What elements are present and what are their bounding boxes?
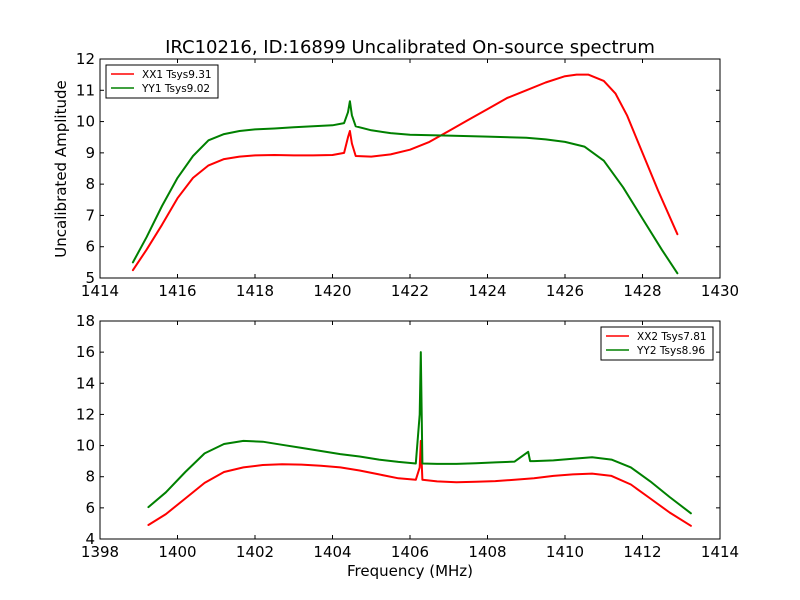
y-tick-label: 4 bbox=[85, 530, 95, 548]
x-tick-label: 1416 bbox=[158, 282, 196, 300]
bottom-spectrum-panel: Frequency (MHz) 1398 1400 1402 1404 1406 1408… bbox=[76, 312, 739, 580]
series-line-yy2-tsys8-96 bbox=[147, 351, 692, 515]
y-tick-label: 12 bbox=[76, 50, 95, 68]
x-tick-label: 1408 bbox=[468, 543, 506, 561]
x-tick-label: 1420 bbox=[313, 282, 351, 300]
y-tick-label: 14 bbox=[76, 374, 95, 392]
x-tick-label: 1412 bbox=[623, 543, 661, 561]
x-tick-label: 1422 bbox=[391, 282, 429, 300]
x-tick-label: 1414 bbox=[81, 282, 119, 300]
chart-title: IRC10216, ID:16899 Uncalibrated On-sourc… bbox=[165, 37, 655, 58]
x-tick-label: 1402 bbox=[236, 543, 274, 561]
legend-box bbox=[600, 326, 714, 361]
bottom-plot-frame bbox=[99, 320, 721, 540]
x-axis-label: Frequency (MHz) bbox=[347, 562, 473, 580]
bottom-ticks-layer: 1398 1400 1402 1404 1406 1408 1410 1412 14144681… bbox=[76, 312, 739, 561]
x-tick-label: 1430 bbox=[701, 282, 739, 300]
x-tick-label: 1426 bbox=[546, 282, 584, 300]
x-tick-label: 1428 bbox=[623, 282, 661, 300]
y-tick-label: 6 bbox=[85, 499, 95, 517]
legend-label-yy1-tsys9-02: YY1 Tsys9.02 bbox=[141, 83, 210, 95]
x-tick-label: 1424 bbox=[468, 282, 506, 300]
top-plot-frame bbox=[99, 58, 721, 279]
bottom-legend: XX2 Tsys7.81 YY2 Tsys8.96 bbox=[600, 326, 714, 361]
series-line-xx2-tsys7-81 bbox=[147, 439, 692, 527]
x-tick-label: 1400 bbox=[158, 543, 196, 561]
y-tick-label: 12 bbox=[76, 405, 95, 423]
x-tick-label: 1414 bbox=[701, 543, 739, 561]
legend-label-xx1-tsys9-31: XX1 Tsys9.31 bbox=[142, 69, 212, 81]
y-axis-label: Uncalibrated Amplitude bbox=[52, 80, 70, 257]
y-tick-label: 16 bbox=[76, 343, 95, 361]
bottom-series-layer bbox=[147, 351, 692, 527]
series-line-yy1-tsys9-02 bbox=[131, 100, 679, 275]
series-line-xx1-tsys9-31 bbox=[131, 73, 679, 272]
y-tick-label: 11 bbox=[76, 81, 95, 99]
y-tick-label: 8 bbox=[85, 175, 95, 193]
y-tick-label: 9 bbox=[85, 144, 95, 162]
top-legend: XX1 Tsys9.31 YY1 Tsys9.02 bbox=[105, 64, 219, 99]
top-spectrum-panel: IRC10216, ID:16899 Uncalibrated On-sourc… bbox=[52, 37, 739, 300]
y-tick-label: 10 bbox=[76, 113, 95, 131]
y-tick-label: 7 bbox=[85, 206, 95, 224]
x-tick-label: 1410 bbox=[546, 543, 584, 561]
y-tick-label: 10 bbox=[76, 437, 95, 455]
y-tick-label: 18 bbox=[76, 312, 95, 330]
legend-label-yy2-tsys8-96: YY2 Tsys8.96 bbox=[636, 345, 705, 357]
legend-box bbox=[105, 64, 219, 99]
y-tick-label: 5 bbox=[85, 269, 95, 287]
y-tick-label: 6 bbox=[85, 238, 95, 256]
y-tick-label: 8 bbox=[85, 468, 95, 486]
top-ticks-layer: 1414 1416 1418 1420 1422 1424 1426 1428 1430 5 6 7 8… bbox=[76, 50, 739, 300]
legend-label-xx2-tsys7-81: XX2 Tsys7.81 bbox=[637, 331, 707, 343]
top-series-layer bbox=[131, 73, 679, 275]
x-tick-label: 1406 bbox=[391, 543, 429, 561]
x-tick-label: 1404 bbox=[313, 543, 351, 561]
x-tick-label: 1418 bbox=[236, 282, 274, 300]
x-tick-label: 1398 bbox=[81, 543, 119, 561]
